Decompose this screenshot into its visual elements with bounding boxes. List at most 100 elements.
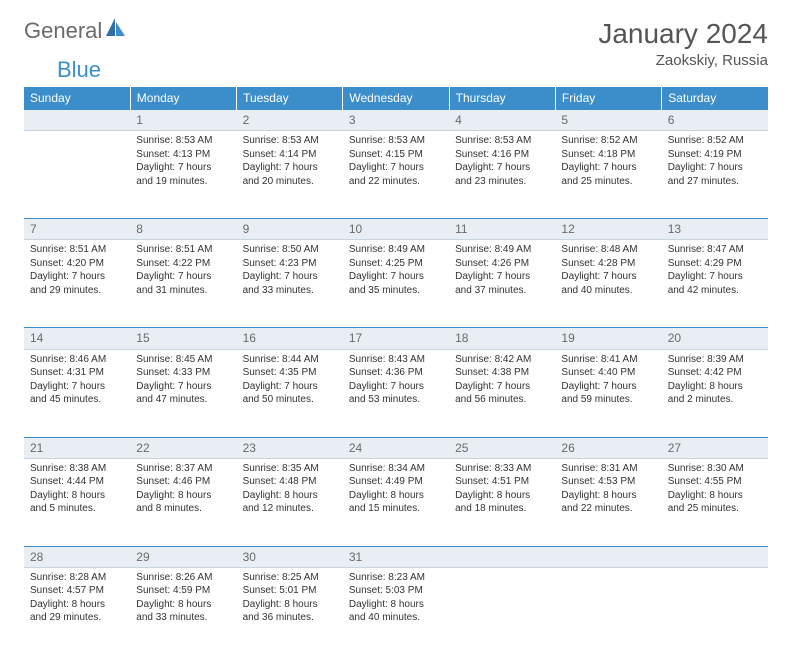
day-number: 12 xyxy=(555,219,661,240)
sunrise-text: Sunrise: 8:51 AM xyxy=(136,243,230,257)
day1-text: Daylight: 7 hours xyxy=(136,270,230,284)
day1-text: Daylight: 8 hours xyxy=(243,598,337,612)
day-number: 22 xyxy=(130,437,236,458)
sunset-text: Sunset: 4:59 PM xyxy=(136,584,230,598)
day1-text: Daylight: 7 hours xyxy=(349,161,443,175)
day1-text: Daylight: 7 hours xyxy=(243,270,337,284)
day1-text: Daylight: 7 hours xyxy=(349,270,443,284)
sunset-text: Sunset: 4:26 PM xyxy=(455,257,549,271)
day-number: 29 xyxy=(130,546,236,567)
day2-text: and 15 minutes. xyxy=(349,502,443,516)
sunset-text: Sunset: 4:35 PM xyxy=(243,366,337,380)
sunset-text: Sunset: 4:40 PM xyxy=(561,366,655,380)
day1-text: Daylight: 8 hours xyxy=(136,489,230,503)
day-number: 6 xyxy=(662,110,768,131)
daynum-row: 14151617181920 xyxy=(24,328,768,349)
weekday-header-row: Sunday Monday Tuesday Wednesday Thursday… xyxy=(24,87,768,110)
day-number: 27 xyxy=(662,437,768,458)
day-number: 13 xyxy=(662,219,768,240)
sunset-text: Sunset: 4:19 PM xyxy=(668,148,762,162)
sunrise-text: Sunrise: 8:43 AM xyxy=(349,353,443,367)
header-thursday: Thursday xyxy=(449,87,555,110)
day2-text: and 40 minutes. xyxy=(349,611,443,625)
day-cell: Sunrise: 8:26 AMSunset: 4:59 PMDaylight:… xyxy=(130,567,236,655)
day-number: 26 xyxy=(555,437,661,458)
day-number: 15 xyxy=(130,328,236,349)
day-cell: Sunrise: 8:38 AMSunset: 4:44 PMDaylight:… xyxy=(24,458,130,546)
day-cell: Sunrise: 8:53 AMSunset: 4:16 PMDaylight:… xyxy=(449,131,555,219)
day-cell: Sunrise: 8:49 AMSunset: 4:26 PMDaylight:… xyxy=(449,240,555,328)
day1-text: Daylight: 8 hours xyxy=(349,598,443,612)
sunset-text: Sunset: 4:28 PM xyxy=(561,257,655,271)
sunset-text: Sunset: 4:42 PM xyxy=(668,366,762,380)
day2-text: and 47 minutes. xyxy=(136,393,230,407)
day1-text: Daylight: 8 hours xyxy=(668,489,762,503)
header-wednesday: Wednesday xyxy=(343,87,449,110)
day2-text: and 25 minutes. xyxy=(668,502,762,516)
day1-text: Daylight: 7 hours xyxy=(243,380,337,394)
sunset-text: Sunset: 4:57 PM xyxy=(30,584,124,598)
sunrise-text: Sunrise: 8:25 AM xyxy=(243,571,337,585)
day1-text: Daylight: 7 hours xyxy=(136,161,230,175)
day-number: 20 xyxy=(662,328,768,349)
day1-text: Daylight: 7 hours xyxy=(30,270,124,284)
sunset-text: Sunset: 4:13 PM xyxy=(136,148,230,162)
week-row: Sunrise: 8:53 AMSunset: 4:13 PMDaylight:… xyxy=(24,131,768,219)
sunrise-text: Sunrise: 8:49 AM xyxy=(349,243,443,257)
sunset-text: Sunset: 4:44 PM xyxy=(30,475,124,489)
header-tuesday: Tuesday xyxy=(237,87,343,110)
day-cell: Sunrise: 8:41 AMSunset: 4:40 PMDaylight:… xyxy=(555,349,661,437)
day2-text: and 33 minutes. xyxy=(243,284,337,298)
day1-text: Daylight: 8 hours xyxy=(455,489,549,503)
day2-text: and 50 minutes. xyxy=(243,393,337,407)
day2-text: and 2 minutes. xyxy=(668,393,762,407)
day-number: 16 xyxy=(237,328,343,349)
day-cell: Sunrise: 8:51 AMSunset: 4:22 PMDaylight:… xyxy=(130,240,236,328)
day-number xyxy=(662,546,768,567)
day2-text: and 12 minutes. xyxy=(243,502,337,516)
sunrise-text: Sunrise: 8:38 AM xyxy=(30,462,124,476)
day-cell: Sunrise: 8:39 AMSunset: 4:42 PMDaylight:… xyxy=(662,349,768,437)
day-number: 9 xyxy=(237,219,343,240)
day2-text: and 23 minutes. xyxy=(455,175,549,189)
sunset-text: Sunset: 4:31 PM xyxy=(30,366,124,380)
day2-text: and 40 minutes. xyxy=(561,284,655,298)
day2-text: and 22 minutes. xyxy=(561,502,655,516)
sunset-text: Sunset: 4:15 PM xyxy=(349,148,443,162)
day-number: 18 xyxy=(449,328,555,349)
sunrise-text: Sunrise: 8:28 AM xyxy=(30,571,124,585)
day-cell: Sunrise: 8:53 AMSunset: 4:15 PMDaylight:… xyxy=(343,131,449,219)
day1-text: Daylight: 7 hours xyxy=(30,380,124,394)
sunset-text: Sunset: 4:55 PM xyxy=(668,475,762,489)
day2-text: and 29 minutes. xyxy=(30,284,124,298)
day-cell: Sunrise: 8:31 AMSunset: 4:53 PMDaylight:… xyxy=(555,458,661,546)
sunrise-text: Sunrise: 8:49 AM xyxy=(455,243,549,257)
day-cell xyxy=(555,567,661,655)
day-cell: Sunrise: 8:53 AMSunset: 4:14 PMDaylight:… xyxy=(237,131,343,219)
sunrise-text: Sunrise: 8:48 AM xyxy=(561,243,655,257)
day2-text: and 45 minutes. xyxy=(30,393,124,407)
day1-text: Daylight: 7 hours xyxy=(668,161,762,175)
logo-text-blue: Blue xyxy=(57,57,792,83)
day-number: 3 xyxy=(343,110,449,131)
day2-text: and 8 minutes. xyxy=(136,502,230,516)
logo: General xyxy=(24,18,128,44)
month-title: January 2024 xyxy=(598,18,768,50)
day-number: 10 xyxy=(343,219,449,240)
day-number: 14 xyxy=(24,328,130,349)
sunrise-text: Sunrise: 8:52 AM xyxy=(561,134,655,148)
sunset-text: Sunset: 4:53 PM xyxy=(561,475,655,489)
day-cell: Sunrise: 8:45 AMSunset: 4:33 PMDaylight:… xyxy=(130,349,236,437)
day-cell: Sunrise: 8:34 AMSunset: 4:49 PMDaylight:… xyxy=(343,458,449,546)
day1-text: Daylight: 8 hours xyxy=(349,489,443,503)
day2-text: and 35 minutes. xyxy=(349,284,443,298)
day-cell: Sunrise: 8:25 AMSunset: 5:01 PMDaylight:… xyxy=(237,567,343,655)
day-cell: Sunrise: 8:33 AMSunset: 4:51 PMDaylight:… xyxy=(449,458,555,546)
sunset-text: Sunset: 5:03 PM xyxy=(349,584,443,598)
day2-text: and 33 minutes. xyxy=(136,611,230,625)
sunrise-text: Sunrise: 8:50 AM xyxy=(243,243,337,257)
sunset-text: Sunset: 5:01 PM xyxy=(243,584,337,598)
day2-text: and 20 minutes. xyxy=(243,175,337,189)
sunrise-text: Sunrise: 8:37 AM xyxy=(136,462,230,476)
day-cell: Sunrise: 8:30 AMSunset: 4:55 PMDaylight:… xyxy=(662,458,768,546)
